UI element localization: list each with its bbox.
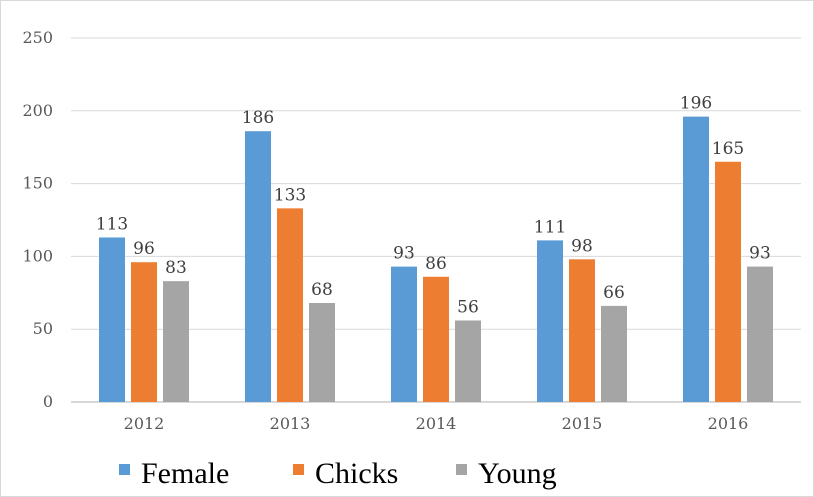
legend-label-young: Young (478, 457, 557, 490)
bar-young-2012 (163, 281, 189, 402)
bar-young-2014 (455, 320, 481, 402)
data-label: 96 (133, 239, 155, 259)
data-label: 113 (96, 214, 128, 234)
bar-female-2016 (683, 116, 709, 403)
data-label: 68 (311, 280, 333, 300)
bar-chicks-2012 (131, 262, 157, 402)
y-tick-label: 150 (22, 174, 53, 193)
x-tick-label: 2014 (416, 414, 457, 433)
data-label: 165 (712, 139, 744, 159)
data-label: 133 (274, 185, 306, 205)
x-tick-label: 2015 (562, 414, 603, 433)
bar-female-2013 (245, 131, 271, 402)
bar-female-2015 (537, 240, 563, 402)
data-label: 196 (680, 94, 712, 114)
data-label: 93 (749, 244, 771, 264)
x-tick-label: 2012 (124, 414, 165, 433)
x-tick-label: 2016 (708, 414, 749, 433)
bar-female-2012 (99, 237, 125, 402)
y-tick-label: 250 (22, 28, 53, 47)
bar-chicks-2016 (715, 161, 741, 402)
y-tick-label: 200 (22, 101, 53, 120)
y-tick-label: 0 (43, 392, 53, 411)
data-label: 56 (457, 297, 479, 317)
legend-swatch-chicks (293, 464, 304, 475)
bar-young-2013 (309, 302, 335, 402)
bar-young-2016 (747, 266, 773, 402)
y-tick-label: 100 (22, 246, 53, 265)
bar-chicks-2015 (569, 259, 595, 402)
legend-swatch-female (119, 464, 130, 475)
bar-young-2015 (601, 305, 627, 402)
legend-label-chicks: Chicks (315, 457, 398, 490)
data-label: 111 (534, 217, 566, 237)
legend-swatch-young (456, 464, 467, 475)
data-label: 93 (393, 244, 415, 264)
data-label: 86 (425, 254, 447, 274)
legend-label-female: Female (141, 457, 229, 490)
data-label: 66 (603, 283, 625, 303)
data-label: 186 (242, 108, 274, 128)
y-tick-label: 50 (33, 319, 53, 338)
bar-chicks-2014 (423, 276, 449, 402)
data-label: 83 (165, 258, 187, 278)
x-tick-label: 2013 (270, 414, 311, 433)
data-label: 98 (571, 236, 593, 256)
bar-female-2014 (391, 266, 417, 402)
bar-chicks-2013 (277, 208, 303, 402)
